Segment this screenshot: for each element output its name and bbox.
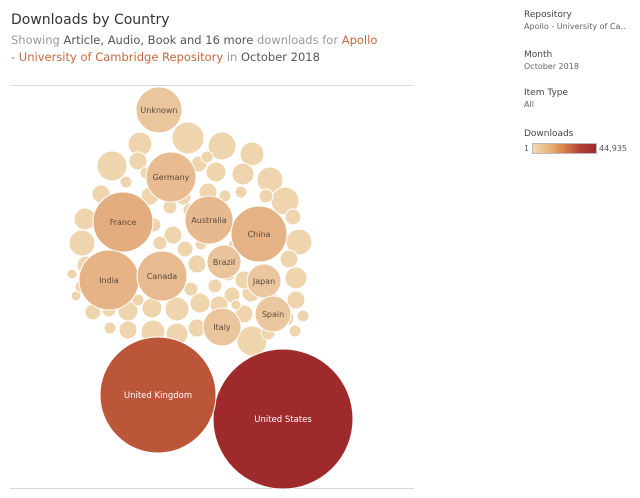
subtitle-month: October 2018 (241, 50, 320, 64)
filter-item-type[interactable]: Item Type All (524, 88, 636, 109)
bubble-other-country[interactable] (152, 235, 168, 251)
bubble-label-brazil: Brazil (213, 258, 235, 267)
bubble-label-united-kingdom: United Kingdom (124, 391, 192, 401)
bubble-other-country[interactable] (119, 175, 133, 189)
chart-title: Downloads by Country (11, 12, 170, 28)
filter-repository[interactable]: Repository Apollo - University of Ca.. (524, 10, 636, 31)
bubble-other-country[interactable] (279, 249, 299, 269)
bubble-other-country[interactable] (205, 161, 227, 183)
filter-repository-value[interactable]: Apollo - University of Ca.. (524, 22, 626, 31)
bubble-other-country[interactable] (296, 309, 310, 323)
bubble-spain[interactable] (254, 295, 292, 333)
bubble-label-unknown: Unknown (140, 106, 177, 115)
bubble-other-country[interactable] (207, 278, 223, 294)
bubble-label-united-states: United States (254, 415, 312, 425)
filter-month-value[interactable]: October 2018 (524, 62, 579, 71)
bubble-other-country[interactable] (118, 320, 138, 340)
bottom-divider (10, 488, 414, 489)
bubble-other-country[interactable] (66, 268, 78, 280)
bubble-label-china: China (248, 230, 271, 239)
bubble-label-canada: Canada (147, 272, 178, 281)
bubble-other-country[interactable] (164, 296, 190, 322)
subtitle-mid: downloads for (257, 33, 339, 47)
filter-item-type-value[interactable]: All (524, 100, 534, 109)
bubble-other-country[interactable] (128, 151, 148, 171)
bubble-label-spain: Spain (262, 310, 284, 319)
bubble-germany[interactable] (145, 151, 197, 203)
bubble-united-states[interactable] (212, 348, 354, 490)
subtitle-prefix: Showing (11, 33, 60, 47)
filter-month-label: Month (524, 50, 553, 60)
bubble-france[interactable] (92, 191, 154, 253)
bubble-other-country[interactable] (68, 229, 96, 257)
bubble-other-country[interactable] (163, 225, 183, 245)
legend-color-ramp (532, 143, 597, 154)
bubble-other-country[interactable] (70, 290, 82, 302)
bubble-other-country[interactable] (200, 150, 214, 164)
bubble-china[interactable] (230, 205, 288, 263)
bubble-other-country[interactable] (96, 150, 128, 182)
bubble-other-country[interactable] (171, 121, 205, 155)
filter-month[interactable]: Month October 2018 (524, 50, 636, 71)
bubble-other-country[interactable] (103, 321, 117, 335)
subtitle-in: in (226, 50, 238, 64)
bubble-other-country[interactable] (258, 188, 274, 204)
top-divider (10, 85, 414, 86)
bubble-italy[interactable] (202, 307, 242, 347)
bubble-other-country[interactable] (234, 185, 248, 199)
bubble-other-country[interactable] (231, 162, 255, 186)
legend-max: 44,935 (599, 144, 627, 153)
bubble-australia[interactable] (184, 195, 234, 245)
bubble-other-country[interactable] (176, 240, 194, 258)
bubble-other-country[interactable] (284, 266, 308, 290)
bubble-label-japan: Japan (252, 277, 275, 286)
bubble-label-france: France (110, 218, 137, 227)
subtitle-item-types: Article, Audio, Book and 16 more (63, 33, 254, 47)
bubble-other-country[interactable] (183, 281, 199, 297)
bubble-canada[interactable] (136, 250, 188, 302)
bubble-other-country[interactable] (288, 324, 302, 338)
bubble-other-country[interactable] (239, 141, 265, 167)
bubble-other-country[interactable] (284, 208, 302, 226)
chart-subtitle: Showing Article, Audio, Book and 16 more… (11, 32, 381, 66)
legend-min: 1 (524, 144, 530, 153)
filter-item-type-label: Item Type (524, 88, 569, 98)
bubble-other-country[interactable] (230, 299, 242, 311)
bubble-label-australia: Australia (191, 216, 226, 225)
filter-repository-label: Repository (524, 10, 572, 20)
bubble-other-country[interactable] (187, 254, 207, 274)
bubble-unknown[interactable] (135, 86, 183, 134)
bubble-united-kingdom[interactable] (99, 336, 217, 454)
bubble-other-country[interactable] (207, 131, 237, 161)
legend-title: Downloads (524, 129, 574, 139)
subtitle-repository: Apollo - University of Cambridge Reposit… (11, 33, 378, 64)
bubble-brazil[interactable] (206, 244, 242, 280)
bubble-other-country[interactable] (286, 290, 306, 310)
bubble-label-india: India (99, 276, 119, 285)
bubble-label-germany: Germany (153, 173, 190, 182)
bubble-label-italy: Italy (213, 323, 231, 332)
